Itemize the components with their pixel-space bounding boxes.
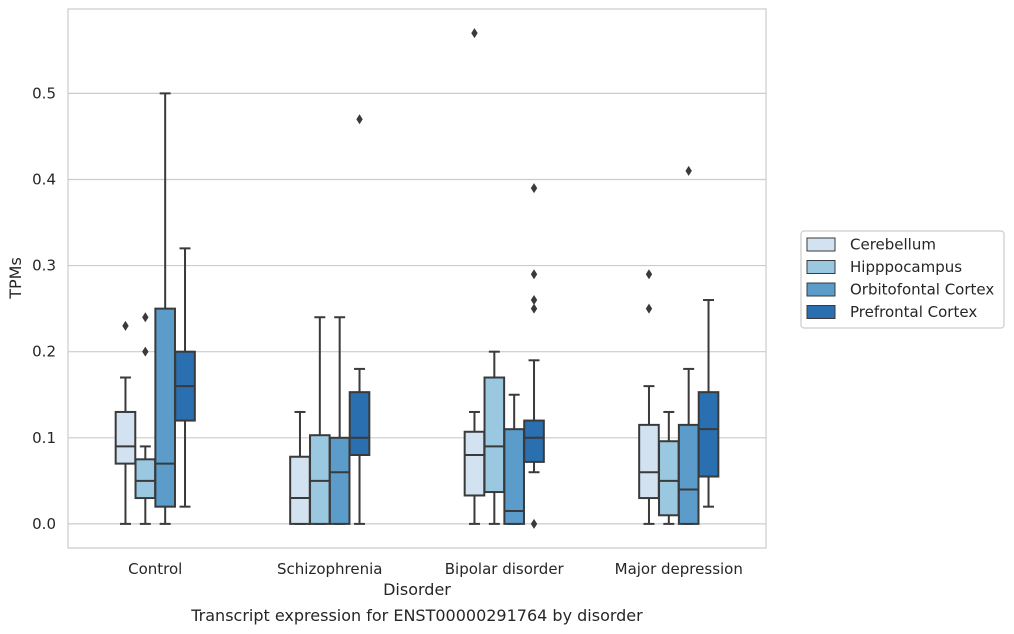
box [154,307,176,508]
legend-label: Hipppocampus [850,258,962,276]
x-axis-ticks: Control Schizophrenia Bipolar disorder Majo… [128,560,743,578]
y-tick-label: 0.1 [32,429,56,447]
legend-swatch [806,282,836,297]
outlier-point [530,518,538,529]
box [638,423,660,500]
y-axis-label: TPMs [6,257,25,300]
y-tick-label: 0.5 [32,84,56,102]
outlier-point [685,165,692,176]
box [483,376,506,494]
box [503,428,525,525]
box [309,434,331,525]
box-group [328,316,351,525]
x-tick-label: Schizophrenia [277,560,382,578]
box-group [174,247,196,508]
legend-swatch [806,237,836,252]
legend-label: Orbitofontal Cortex [850,281,994,299]
y-tick-label: 0.3 [32,257,56,275]
outlier-point [645,303,653,314]
legend-swatch [806,260,836,274]
box-group [503,393,525,525]
box-group [154,92,176,525]
outlier-point [122,320,129,331]
box-group [523,183,545,529]
box-series [114,28,720,529]
outlier-point [530,183,538,194]
x-tick-label: Control [128,560,182,578]
legend: Cerebellum Hipppocampus Orbitofontal Corte… [800,230,1005,329]
box-group [114,320,137,525]
y-tick-label: 0.4 [32,170,56,188]
box [658,440,680,517]
box-group [309,316,331,525]
outlier-point [356,114,363,125]
y-axis-ticks: 0.0 0.1 0.2 0.3 0.4 0.5 [32,84,56,533]
outlier-point [645,269,653,280]
box [328,436,351,525]
figure-caption: Transcript expression for ENST0000029176… [191,606,643,625]
outlier-point [142,346,149,357]
box-group [697,299,720,508]
outlier-point [530,269,538,280]
box [348,391,371,457]
outlier-point [530,295,538,306]
plot-area-frame [67,8,767,549]
box [697,391,720,478]
box [134,458,157,500]
outlier-point [530,303,538,314]
box [677,423,700,525]
legend-label: Prefrontal Cortex [850,303,977,321]
legend-swatch [806,305,836,319]
x-axis-label: Disorder [383,580,451,599]
box-group [463,28,486,525]
legend-box [800,230,1005,329]
outlier-point [142,312,149,323]
box-group [677,165,700,525]
x-tick-label: Major depression [615,560,743,578]
box-group [638,269,660,525]
y-tick-label: 0.0 [32,515,56,533]
box [289,455,311,525]
box [463,430,486,497]
box [114,410,137,465]
box-group [348,114,371,525]
box [523,419,545,463]
outlier-point [471,28,478,39]
legend-label: Cerebellum [850,236,936,254]
box-group [134,312,157,525]
y-tick-label: 0.2 [32,343,56,361]
box-group [658,410,680,525]
box-group [483,350,506,525]
x-tick-label: Bipolar disorder [445,560,565,578]
box-group [289,410,311,525]
